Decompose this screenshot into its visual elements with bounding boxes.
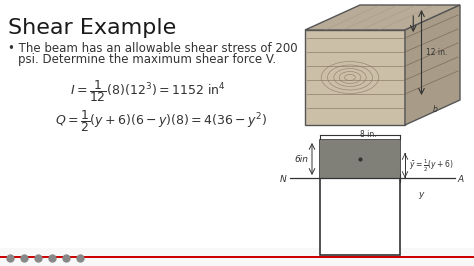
Text: 12 in.: 12 in. — [426, 48, 447, 57]
Text: $I = \dfrac{1}{12}(8)(12^3) = 1152\ \mathrm{in}^4$: $I = \dfrac{1}{12}(8)(12^3) = 1152\ \mat… — [70, 78, 226, 104]
Polygon shape — [305, 5, 460, 30]
Polygon shape — [405, 5, 460, 125]
Text: $Q = \dfrac{1}{2}(y + 6)(6 - y)(8) = 4(36 - y^2)$: $Q = \dfrac{1}{2}(y + 6)(6 - y)(8) = 4(3… — [55, 108, 267, 134]
Bar — [305, 30, 405, 125]
Bar — [320, 140, 400, 178]
Text: $\bar{y}=\frac{1}{2}(y+6)$: $\bar{y}=\frac{1}{2}(y+6)$ — [409, 157, 454, 174]
Text: y: y — [418, 190, 423, 199]
Text: psi. Determine the maximum shear force V.: psi. Determine the maximum shear force V… — [18, 53, 276, 66]
Bar — [320, 140, 400, 255]
Bar — [0, 256, 474, 258]
Text: Shear Example: Shear Example — [8, 18, 176, 38]
Bar — [0, 248, 474, 266]
Text: b: b — [432, 105, 438, 114]
Text: A: A — [457, 174, 463, 184]
Text: 6in: 6in — [294, 155, 308, 164]
Text: N: N — [280, 174, 287, 184]
Text: 8 in.: 8 in. — [360, 130, 377, 139]
Text: • The beam has an allowable shear stress of 200: • The beam has an allowable shear stress… — [8, 42, 298, 55]
